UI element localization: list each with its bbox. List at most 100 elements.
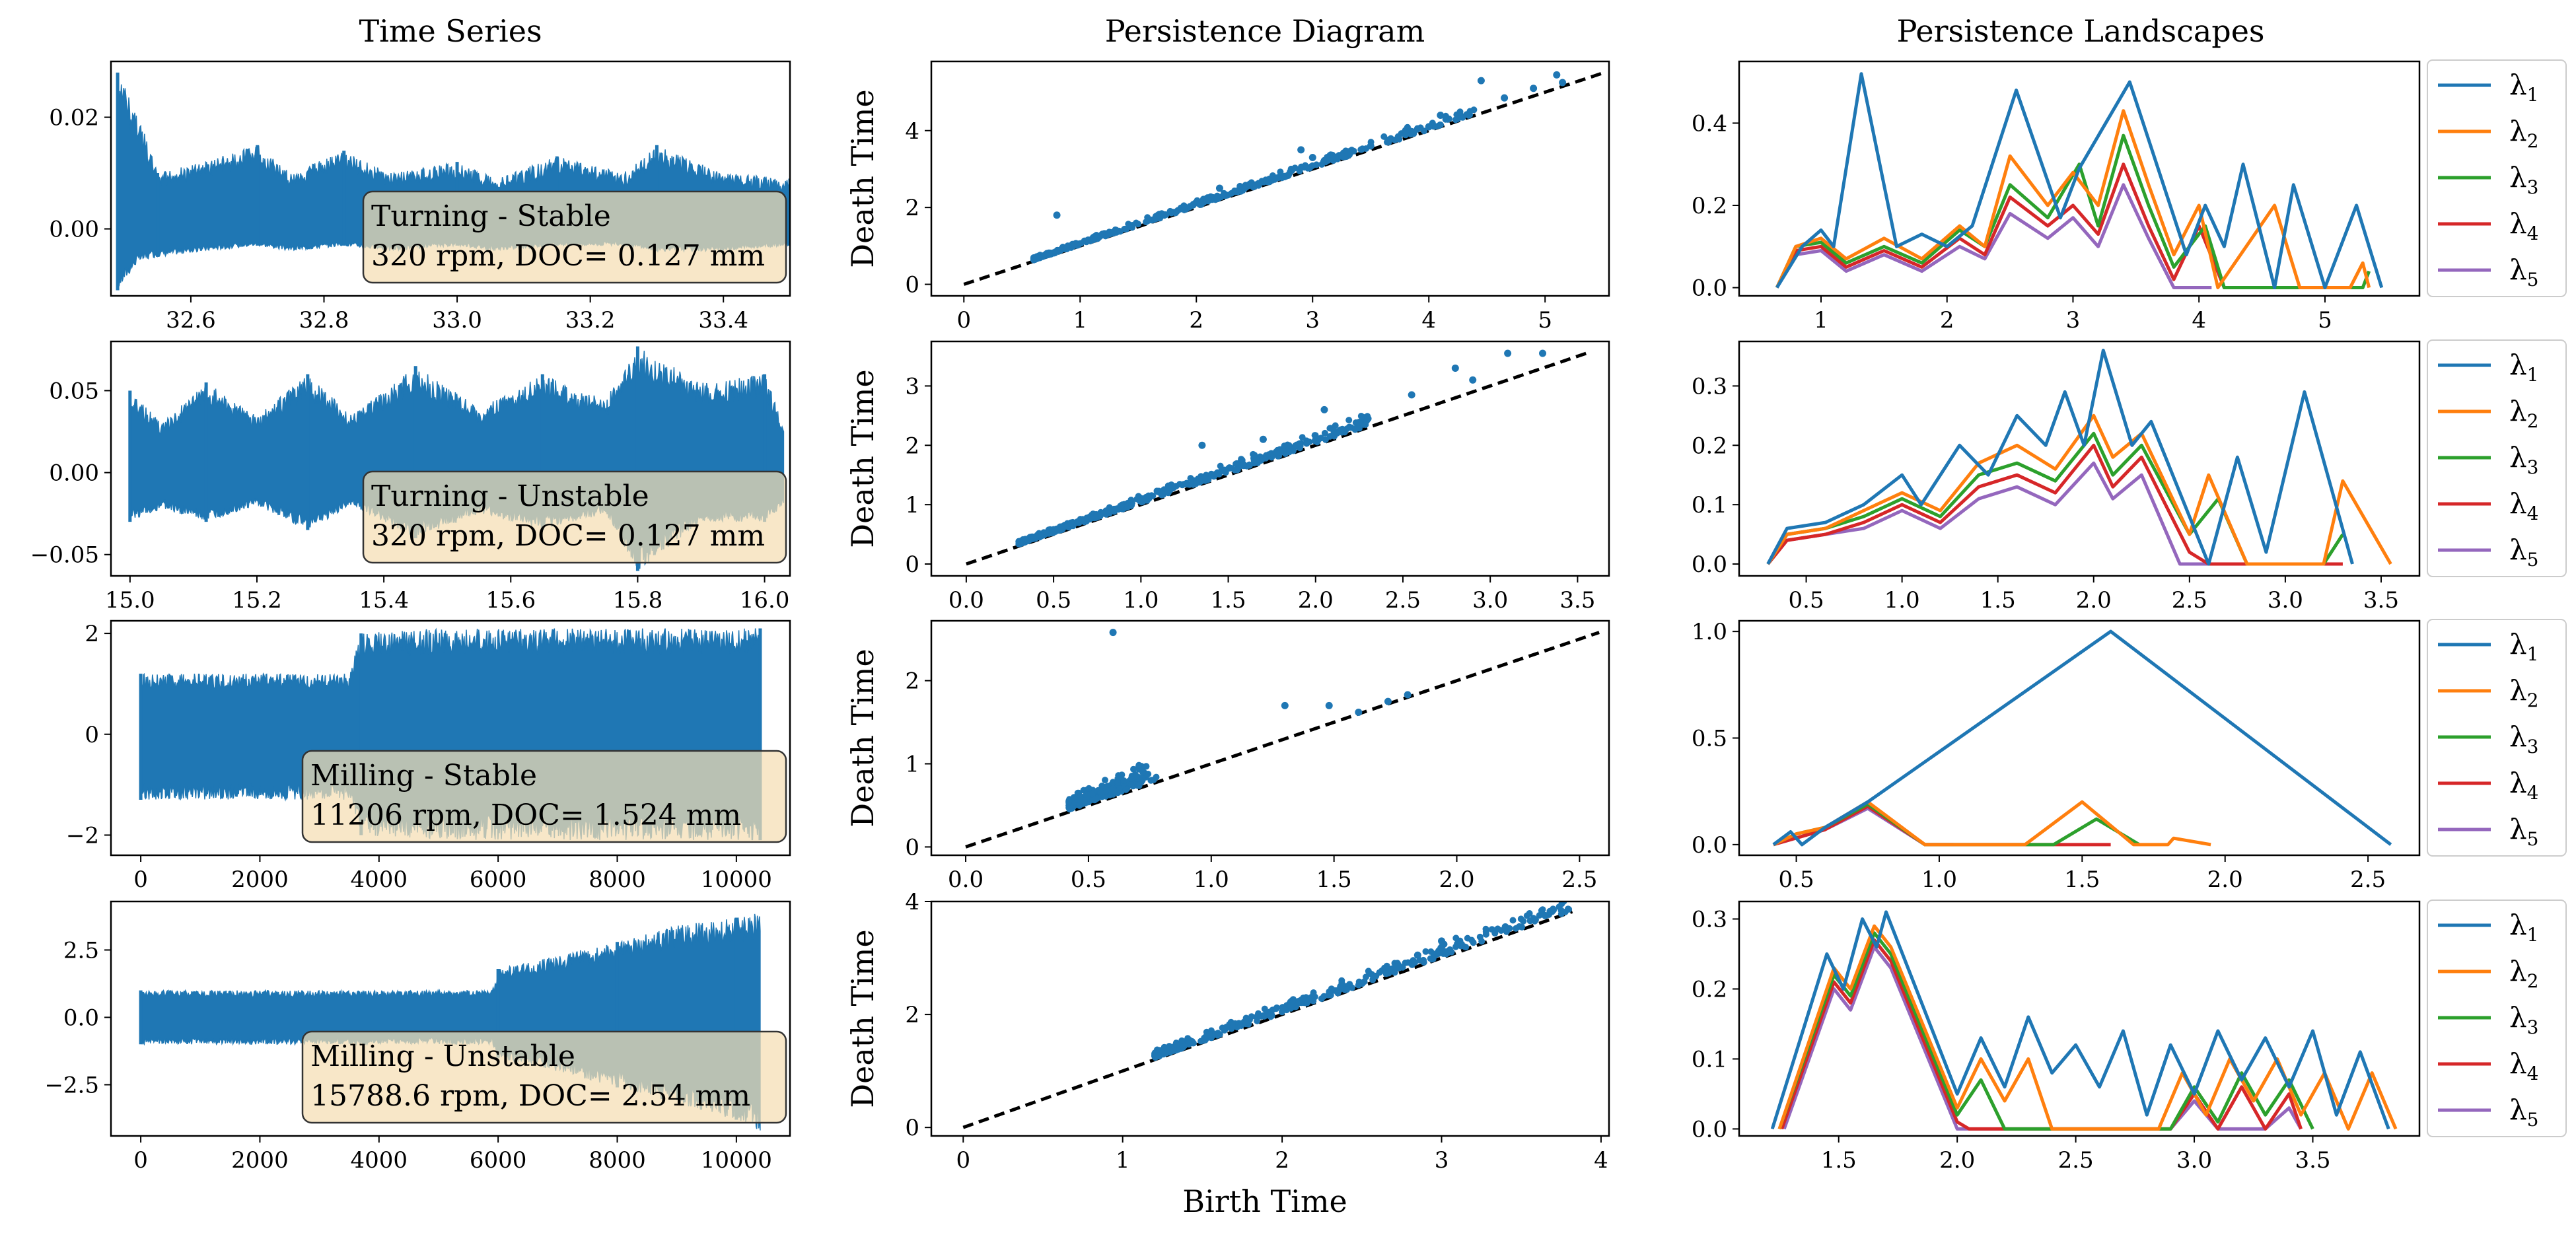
persistence-diagram-2-point bbox=[1292, 442, 1299, 449]
persistence-landscape-1-series-lambda4 bbox=[1775, 162, 2312, 289]
persistence-diagram-1-point bbox=[1071, 242, 1079, 249]
persistence-landscape-1-xtick-label: 4 bbox=[2192, 307, 2206, 334]
persistence-diagram-4-point bbox=[1242, 1014, 1250, 1022]
persistence-landscape-2-ytick-label: 0.3 bbox=[1692, 373, 1727, 400]
persistence-diagram-1-point bbox=[1215, 184, 1223, 192]
persistence-diagram-4-point bbox=[1382, 970, 1390, 977]
persistence-diagram-2-point bbox=[1345, 417, 1353, 424]
time-series-2-xtick-label: 15.6 bbox=[485, 587, 536, 614]
persistence-landscape-2-legend-label: λ1 bbox=[2509, 349, 2538, 386]
persistence-diagram-4-point bbox=[1550, 906, 1557, 914]
persistence-diagram-2-point bbox=[1303, 440, 1310, 447]
persistence-diagram-4-point bbox=[1558, 901, 1565, 907]
persistence-landscape-3-legend-box bbox=[2427, 619, 2567, 857]
persistence-diagram-1-ylabel: Death Time bbox=[845, 89, 880, 268]
persistence-diagram-2-point bbox=[1451, 364, 1459, 372]
time-series-1-xtick-label: 33.0 bbox=[432, 307, 482, 334]
persistence-landscape-1-plot bbox=[1775, 72, 2384, 289]
persistence-landscape-2-series-lambda2 bbox=[1766, 413, 2392, 566]
persistence-diagram-4-point bbox=[1152, 1053, 1159, 1061]
persistence-diagram-1-point bbox=[1456, 108, 1464, 116]
time-series-3-annotation-line1: Milling - Stable bbox=[310, 759, 537, 793]
persistence-diagram-4-point bbox=[1427, 955, 1434, 962]
time-series-3-xtick-label: 10000 bbox=[701, 866, 772, 893]
persistence-diagram-4-point bbox=[1273, 1004, 1280, 1011]
persistence-diagram-1-xtick-label: 5 bbox=[1538, 307, 1552, 334]
persistence-diagram-4-point bbox=[1310, 991, 1317, 999]
persistence-diagram-2-point bbox=[1141, 495, 1149, 503]
persistence-diagram-3-point bbox=[1139, 769, 1147, 776]
time-series-4-xtick-label: 2000 bbox=[231, 1147, 289, 1174]
time-series-2-annotation-box bbox=[362, 470, 787, 564]
persistence-diagram-2-point bbox=[1281, 442, 1288, 450]
persistence-diagram-2-point bbox=[1222, 469, 1229, 476]
persistence-diagram-4-point bbox=[1513, 925, 1520, 932]
persistence-diagram-4-ytick-label: 2 bbox=[905, 1002, 919, 1028]
persistence-diagram-1-point bbox=[1324, 157, 1332, 164]
persistence-diagram-1-point bbox=[1437, 122, 1444, 128]
persistence-diagram-4-point bbox=[1447, 946, 1454, 954]
persistence-diagram-4-point bbox=[1541, 911, 1549, 919]
time-series-3: 0 2000 4000 6000 8000 10000 −2 0 2 Milling - Stab… bbox=[66, 619, 791, 893]
xlabel-birth-time: Birth Time bbox=[1182, 1183, 1347, 1219]
persistence-diagram-2-point bbox=[1334, 429, 1341, 437]
persistence-diagram-1-point bbox=[1197, 201, 1204, 208]
persistence-diagram-2-point bbox=[1087, 514, 1094, 521]
persistence-landscape-3-series-lambda5 bbox=[1773, 806, 1954, 847]
persistence-diagram-4-point bbox=[1212, 1030, 1219, 1038]
persistence-diagram-2-point bbox=[1311, 437, 1318, 444]
persistence-diagram-1-point bbox=[1046, 251, 1053, 258]
persistence-landscape-2-xtick-label: 2.5 bbox=[2172, 587, 2207, 614]
persistence-landscape-4-series-lambda3 bbox=[1777, 931, 2314, 1131]
persistence-diagram-1-point bbox=[1553, 71, 1561, 79]
persistence-landscape-4-xtick-label: 1.5 bbox=[1821, 1147, 1857, 1174]
persistence-diagram-3-xtick-label: 1.0 bbox=[1194, 866, 1229, 893]
persistence-landscape-4-xtick-label: 3.5 bbox=[2295, 1147, 2330, 1174]
persistence-landscape-2-series-lambda4 bbox=[1766, 443, 2343, 566]
persistence-diagram-3-ytick-label: 2 bbox=[905, 668, 919, 695]
persistence-diagram-4-xtick-label: 2 bbox=[1275, 1147, 1289, 1174]
persistence-diagram-2-point bbox=[1364, 415, 1372, 423]
time-series-3-xtick-label: 2000 bbox=[231, 866, 289, 893]
persistence-diagram-2-point bbox=[1048, 530, 1055, 536]
persistence-landscape-4-series-lambda1 bbox=[1770, 910, 2390, 1130]
persistence-diagram-4-point bbox=[1242, 1019, 1250, 1026]
persistence-landscape-1-ytick-label: 0.4 bbox=[1692, 110, 1727, 137]
persistence-diagram-2-ytick-label: 1 bbox=[905, 492, 919, 518]
time-series-2-xtick-label: 16.0 bbox=[740, 587, 790, 614]
persistence-diagram-2-point bbox=[1259, 435, 1267, 443]
persistence-diagram-4-point bbox=[1436, 950, 1443, 956]
persistence-landscape-4-xtick-label: 2.0 bbox=[1939, 1147, 1975, 1174]
time-series-3-annotation-line2: 11206 rpm, DOC= 1.524 mm bbox=[310, 798, 741, 832]
persistence-diagram-1-point bbox=[1053, 211, 1061, 219]
persistence-landscape-1-xtick-label: 5 bbox=[2318, 307, 2332, 334]
persistence-diagram-4-point bbox=[1328, 985, 1335, 993]
persistence-diagram-1-ytick-label: 2 bbox=[905, 195, 919, 221]
time-series-4-xtick-label: 10000 bbox=[701, 1147, 772, 1174]
persistence-landscape-1-legend-label: λ4 bbox=[2509, 207, 2538, 244]
persistence-diagram-2-xtick-label: 1.5 bbox=[1210, 587, 1246, 614]
persistence-landscape-2: 0.5 1.0 1.5 2.0 2.5 3.0 3.50.00.10.20.3λ1λ2λ3λ… bbox=[1692, 339, 2567, 614]
persistence-landscape-3-xtick-label: 1.0 bbox=[1921, 866, 1957, 893]
persistence-diagram-3-ytick-label: 0 bbox=[905, 834, 919, 861]
persistence-diagram-3-point bbox=[1085, 785, 1092, 792]
time-series-1-ytick-label: 0.02 bbox=[49, 105, 99, 131]
persistence-landscape-1-xtick-label: 3 bbox=[2066, 307, 2081, 334]
title-persistence-diagram: Persistence Diagram bbox=[1105, 13, 1425, 49]
persistence-landscape-3-legend-label: λ4 bbox=[2509, 767, 2538, 804]
persistence-diagram-1-point bbox=[1220, 192, 1227, 199]
persistence-landscape-1-ytick-label: 0.2 bbox=[1692, 193, 1727, 219]
persistence-diagram-1-point bbox=[1166, 207, 1174, 215]
persistence-diagram-4-point bbox=[1170, 1047, 1177, 1054]
time-series-3-ytick-label: 2 bbox=[85, 621, 99, 647]
persistence-landscape-2-legend-label: λ4 bbox=[2509, 487, 2538, 524]
persistence-landscape-3-frame bbox=[1738, 619, 2421, 857]
persistence-diagram-4-point bbox=[1454, 940, 1462, 948]
persistence-landscape-1-series-lambda5 bbox=[1775, 183, 2212, 289]
persistence-diagram-3-plot bbox=[965, 629, 1600, 849]
persistence-diagram-3-point bbox=[1153, 773, 1160, 781]
persistence-diagram-3-point bbox=[1065, 798, 1073, 805]
persistence-diagram-3-point bbox=[1133, 773, 1140, 780]
persistence-diagram-1-point bbox=[1296, 168, 1303, 174]
persistence-diagram-3-xtick-label: 1.5 bbox=[1316, 866, 1352, 893]
